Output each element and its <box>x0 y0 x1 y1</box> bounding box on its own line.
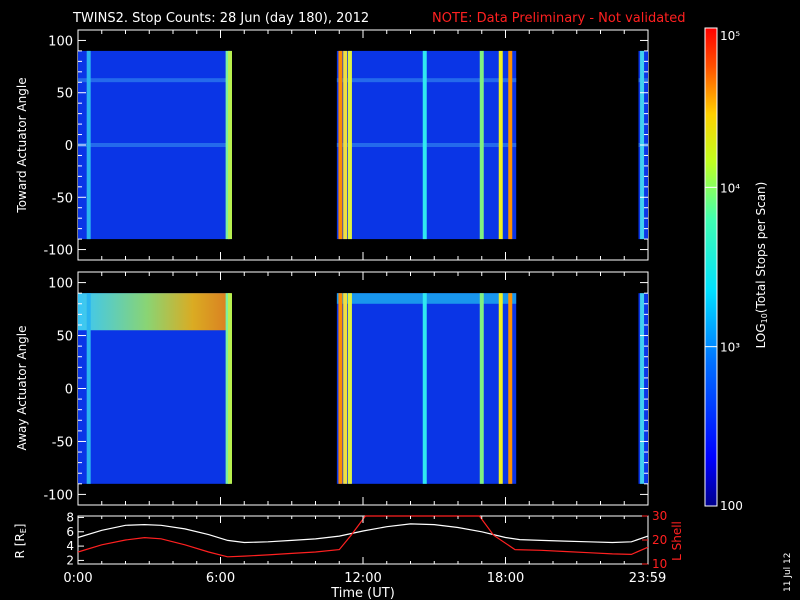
right-y-tick-label: 30 <box>652 509 667 523</box>
preliminary-note: NOTE: Data Preliminary - Not validated <box>432 11 686 26</box>
bright-time-column <box>479 50 484 240</box>
colorbar-label: LOG10(Total Stops per Scan) <box>754 182 769 349</box>
y-tick-label: -50 <box>52 191 73 206</box>
bright-time-column <box>338 50 343 240</box>
bright-time-column <box>225 293 230 484</box>
angle-band <box>78 78 232 83</box>
left-y-tick-label: 8 <box>66 510 74 524</box>
bright-time-column <box>347 293 352 484</box>
y-tick-label: -100 <box>43 244 73 259</box>
x-tick-label: 0:00 <box>63 571 92 586</box>
bright-time-column <box>86 293 91 484</box>
bright-time-column <box>479 293 484 484</box>
y-tick-label: 100 <box>48 34 73 49</box>
toward-heatmap-panel: 100 50 0 -50 -100 Toward Actuator Angle <box>15 29 649 261</box>
colorbar-tick-label: 10⁴ <box>720 181 740 195</box>
left-y-tick-label: 4 <box>66 539 74 553</box>
y-tick-label: -50 <box>52 435 73 450</box>
bright-time-column <box>343 293 348 484</box>
bright-time-column <box>508 293 513 484</box>
bright-time-column <box>498 293 503 484</box>
toward-y-axis: 100 50 0 -50 -100 <box>43 30 649 260</box>
orbit-right-label: L Shell <box>670 521 684 561</box>
y-tick-label: 50 <box>56 87 73 102</box>
x-tick-label: 6:00 <box>206 571 235 586</box>
radius-line <box>77 523 649 544</box>
y-tick-label: 0 <box>65 383 73 398</box>
colorbar-tick-label: 10⁵ <box>720 29 740 43</box>
colorbar-tick-label: 100 <box>720 499 743 513</box>
left-y-tick-label: 6 <box>66 525 74 539</box>
orbit-lines <box>77 515 649 558</box>
bright-time-column <box>508 50 513 240</box>
lshell-line <box>77 515 649 558</box>
bright-time-column <box>338 293 343 484</box>
bright-time-column <box>498 50 503 240</box>
away-heatmap-cells <box>78 293 648 484</box>
y-tick-label: 0 <box>65 139 73 154</box>
generation-date: 11 Jul 12 <box>783 553 793 593</box>
left-y-tick-label: 2 <box>66 553 74 567</box>
colorbar-scale <box>704 27 718 507</box>
y-tick-label: 100 <box>48 277 73 292</box>
right-y-tick-label: 20 <box>652 533 667 547</box>
high-angle-band <box>78 293 232 331</box>
bright-time-column <box>347 50 352 240</box>
x-tick-label: 12:00 <box>344 571 381 586</box>
toward-y-label: Toward Actuator Angle <box>15 77 29 213</box>
x-tick-label: 23:59 <box>629 571 666 586</box>
away-heatmap-panel: 100 50 0 -50 -100 Away Actuator Angle <box>15 271 649 506</box>
orbit-left-label: R [RE] <box>13 524 28 559</box>
colorbar: 100 10³ 10⁴ 10⁵ LOG10(Total Stops per Scan) <box>704 27 769 513</box>
bright-time-column <box>86 50 91 240</box>
y-tick-label: -100 <box>43 488 73 503</box>
colorbar-tick-label: 10³ <box>720 341 740 355</box>
x-axis-label: Time (UT) <box>330 586 395 600</box>
away-y-label: Away Actuator Angle <box>15 325 29 450</box>
x-tick-label: 18:00 <box>487 571 524 586</box>
angle-band <box>78 143 232 147</box>
bright-time-column <box>422 293 427 484</box>
plot-title: TWINS2. Stop Counts: 28 Jun (day 180), 2… <box>72 11 369 26</box>
y-tick-label: 50 <box>56 330 73 345</box>
bright-time-column <box>228 50 232 240</box>
bright-time-column <box>422 50 427 240</box>
bright-time-column <box>343 50 348 240</box>
colorbar-ticks: 100 10³ 10⁴ 10⁵ <box>705 27 743 513</box>
bright-time-column <box>225 50 230 240</box>
away-y-axis: 100 50 0 -50 -100 <box>43 272 649 505</box>
bright-time-column <box>228 293 232 484</box>
right-y-tick-label: 10 <box>652 557 667 571</box>
